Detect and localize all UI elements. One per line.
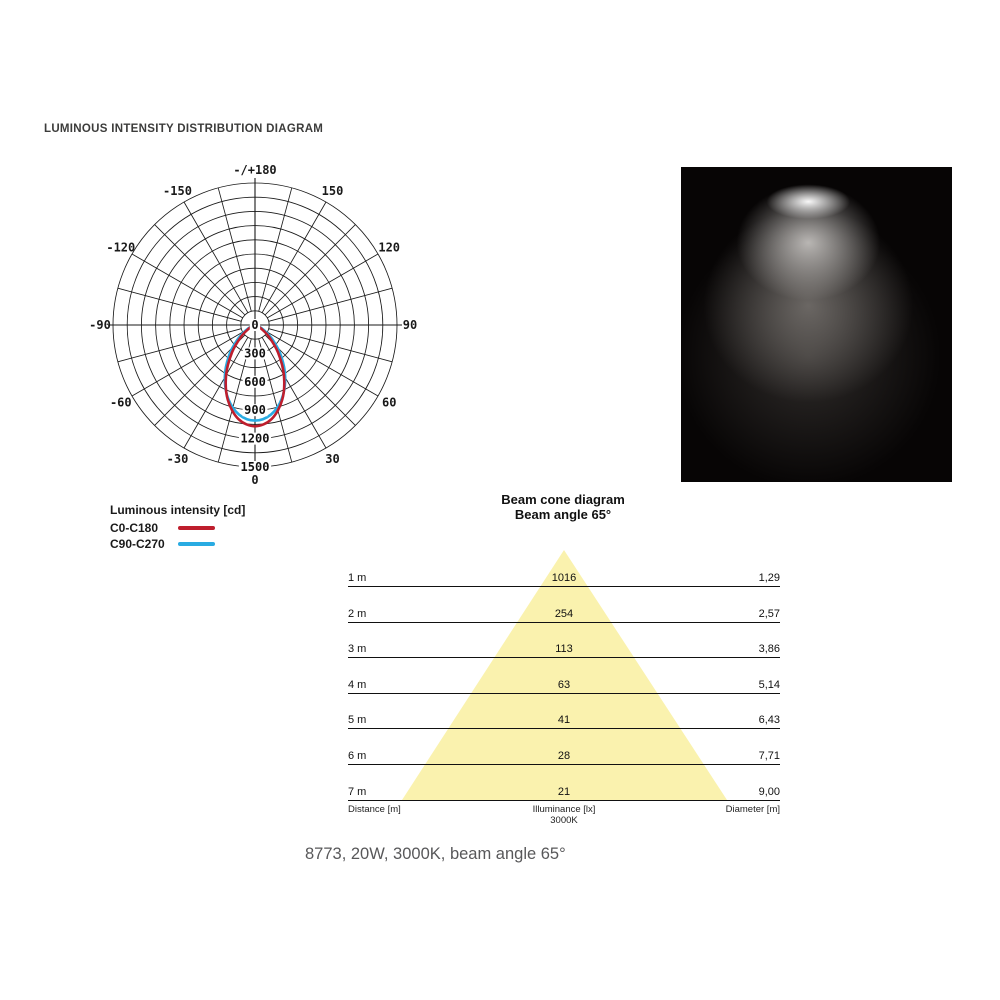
radial-label-300: 300 (244, 346, 266, 360)
radial-label-bg (242, 404, 268, 417)
polar-spoke (154, 224, 246, 316)
angle-label--120: -120 (106, 241, 135, 255)
cone-diameter-value: 5,14 (758, 678, 780, 691)
cone-row-2m: 2 m 254 2,57 (348, 606, 780, 623)
polar-spoke (267, 253, 379, 319)
polar-spoke (267, 331, 379, 397)
cone-diameter-value: 3,86 (758, 643, 780, 656)
footer-illuminance-line2: 3000K (550, 815, 578, 826)
cone-distance-value: 5 m (348, 714, 367, 727)
cone-distance-value: 3 m (348, 643, 367, 656)
polar-spoke (264, 224, 356, 316)
cone-row-1m: 1 m 1016 1,29 (348, 570, 780, 587)
cone-diameter-value: 7,71 (758, 750, 780, 762)
angle-label--30: -30 (167, 452, 189, 466)
polar-spoke (217, 187, 252, 312)
cone-diameter-value: 1,29 (758, 572, 780, 584)
cone-illuminance-value: 113 (555, 643, 573, 656)
cone-illuminance-value: 63 (557, 678, 571, 691)
page-title: LUMINOUS INTENSITY DISTRIBUTION DIAGRAM (44, 123, 324, 135)
cone-illuminance-value: 1016 (551, 572, 577, 584)
cone-distance-value: 4 m (348, 678, 367, 691)
cone-illuminance-value: 21 (557, 785, 571, 798)
polar-spoke (268, 287, 393, 322)
cone-row-4m: 4 m 63 5,14 (348, 677, 780, 694)
polar-legend: Luminous intensity [cd] C0-C180 C90-C270 (110, 503, 245, 552)
angle-label-120: 120 (378, 241, 400, 255)
cone-diameter-value: 9,00 (758, 785, 780, 798)
cone-row-6m: 6 m 28 7,71 (348, 748, 780, 765)
polar-spoke (183, 337, 249, 449)
polar-spoke (131, 253, 243, 319)
footer-diameter-label: Diameter [m] (725, 804, 780, 815)
angle-label-150: 150 (322, 184, 344, 198)
blue-line-swatch (178, 542, 215, 546)
radial-label-bg (238, 432, 272, 445)
polar-spoke (183, 201, 249, 313)
polar-radial-labels: 0 300 600 900 1200 1500 (238, 318, 272, 474)
angle-label-90: 90 (403, 318, 417, 332)
beam-cone-triangle (402, 550, 727, 800)
cone-row-5m: 5 m 41 6,43 (348, 712, 780, 730)
legend-item-c0-c180: C0-C180 (110, 520, 245, 536)
angle-label--150: -150 (163, 184, 192, 198)
angle-label-30: 30 (325, 452, 339, 466)
cone-diameter-value: 6,43 (758, 714, 780, 727)
cone-illuminance-value: 41 (557, 714, 571, 727)
radial-label-0: 0 (251, 318, 258, 332)
cone-row-7m: 7 m 21 9,00 (348, 784, 780, 801)
cone-distance-value: 2 m (348, 607, 367, 620)
angle-label-180: -/+180 (233, 163, 276, 177)
polar-spoke (117, 328, 242, 363)
angle-label-60: 60 (382, 396, 396, 410)
radial-label-900: 900 (244, 403, 266, 417)
legend-title: Luminous intensity [cd] (110, 503, 246, 517)
radial-label-bg (238, 461, 272, 473)
cone-distance-value: 1 m (348, 572, 367, 584)
polar-spoke (261, 337, 327, 449)
cone-row-3m: 3 m 113 3,86 (348, 641, 780, 659)
polar-intensity-chart: -/+180-150 150-120 120-90 90-60 60-30 3000300… (89, 163, 417, 487)
footer-illuminance-line1: Illuminance [lx] (532, 804, 596, 815)
beam-cone-title-line1: Beam cone diagram (501, 492, 625, 507)
radial-label-bg (242, 347, 268, 360)
radial-label-1500: 1500 (241, 460, 270, 474)
red-line-swatch (178, 526, 215, 530)
legend-label-c90-c270: C90-C270 (110, 537, 165, 551)
angle-label-0: 0 (251, 473, 258, 487)
polar-spoke (131, 331, 243, 397)
footer-illuminance-label: Illuminance [lx] 3000K (348, 804, 780, 826)
polar-spoke (258, 187, 293, 312)
curve-c0-c180 (224, 323, 286, 428)
legend-label-c0-c180: C0-C180 (110, 521, 159, 535)
product-caption: 8773, 20W, 3000K, beam angle 65° (305, 845, 566, 863)
polar-spoke (117, 287, 242, 322)
beam-cone-diagram (402, 550, 727, 800)
cone-illuminance-value: 28 (557, 750, 571, 762)
cone-distance-value: 7 m (348, 785, 367, 798)
angle-label--90: -90 (89, 318, 111, 332)
radial-label-600: 600 (244, 375, 266, 389)
polar-spoke (261, 201, 327, 313)
beam-cone-title: Beam cone diagram Beam angle 65° (413, 492, 713, 522)
beam-photo (681, 167, 952, 482)
radial-label-bg (249, 319, 261, 331)
polar-angle-labels: -/+180-150 150-120 120-90 90-60 60-30 300 (89, 163, 417, 487)
angle-label--60: -60 (110, 396, 132, 410)
radial-label-1200: 1200 (241, 432, 270, 446)
radial-label-bg (242, 375, 268, 388)
cone-diameter-value: 2,57 (758, 607, 780, 620)
beam-cone-title-line2: Beam angle 65° (514, 507, 612, 522)
legend-item-c90-c270: C90-C270 (110, 536, 245, 552)
polar-spoke (268, 328, 393, 363)
cone-illuminance-value: 254 (554, 607, 574, 620)
footer-distance-label: Distance [m] (348, 804, 401, 815)
cone-distance-value: 6 m (348, 750, 367, 762)
